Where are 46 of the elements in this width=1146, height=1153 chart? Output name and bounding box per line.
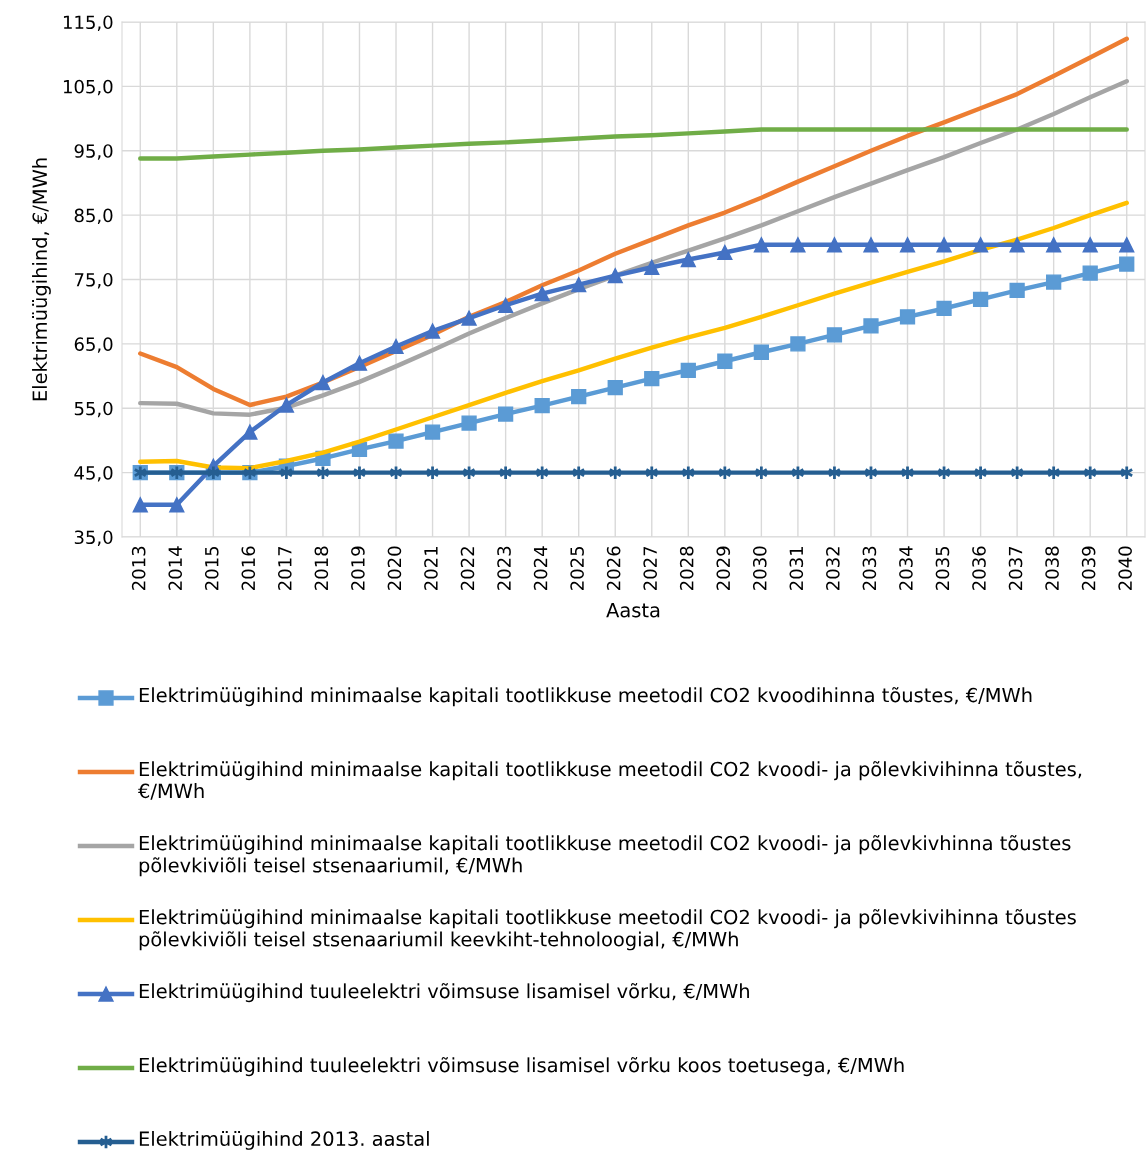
- y-tick-label: 55,0: [74, 401, 113, 418]
- y-tick-label: 105,0: [63, 79, 113, 96]
- y-tick-label: 75,0: [74, 272, 113, 289]
- x-tick-label: 2040: [1118, 546, 1132, 590]
- x-tick-label: 2038: [1045, 546, 1059, 590]
- y-tick-label: 115,0: [63, 15, 113, 31]
- y-tick-label: 35,0: [74, 530, 113, 546]
- x-tick-label: 2028: [679, 546, 694, 590]
- x-tick-label: 2019: [351, 546, 365, 590]
- x-tick-label: 2020: [387, 546, 402, 590]
- y-tick-label: 65,0: [74, 337, 113, 353]
- x-tick-label: 2031: [789, 547, 804, 590]
- x-tick-label: 2035: [935, 546, 950, 590]
- x-tick-label: 2022: [460, 547, 475, 590]
- x-tick-label: 2027: [643, 546, 658, 590]
- x-tick-label: 2032: [826, 547, 840, 590]
- x-tick-label: 2018: [314, 546, 329, 590]
- x-axis-title: Aasta: [606, 602, 660, 618]
- x-tick-label: 2023: [497, 546, 511, 590]
- x-tick-label: 2013: [131, 546, 146, 590]
- legend-label: Elektrimüügihind tuuleelektri võimsuse lisamisel võrku, €/MWh: [139, 983, 749, 1003]
- x-tick-label: 2033: [862, 546, 877, 590]
- x-tick-label: 2015: [204, 546, 219, 590]
- legend-label: Elektrimüügihind minimaalse kapitali tootlikkuse meetodil CO2 kvoodi- ja põlevkivhinna tõustes põlevkiviõli teisel stsenaariumil, €/MWh: [139, 835, 1071, 877]
- legend-label: Elektrimüügihind tuuleelektri võimsuse lisamisel võrku koos toetusega, €/MWh: [139, 1057, 904, 1077]
- legend-label: Elektrimüügihind minimaalse kapitali tootlikkuse meetodil CO2 kvoodihinna tõustes, €/MWh: [139, 687, 1032, 707]
- y-tick-label: 85,0: [74, 208, 113, 225]
- x-tick-label: 2039: [1081, 546, 1096, 590]
- x-tick-label: 2017: [277, 546, 292, 590]
- x-tick-label: 2030: [752, 546, 767, 590]
- y-tick-label: 95,0: [74, 144, 113, 160]
- x-tick-label: 2016: [241, 546, 256, 590]
- x-tick-label: 2037: [1008, 546, 1023, 590]
- x-tick-label: 2021: [424, 547, 438, 590]
- legend-label: Elektrimüügihind minimaalse kapitali tootlikkuse meetodil CO2 kvoodi- ja põlevkivihinna tõustes, €/MWh: [138, 761, 1082, 800]
- x-tick-label: 2029: [716, 546, 731, 590]
- x-tick-label: 2034: [899, 546, 913, 590]
- x-tick-label: 2025: [570, 546, 584, 590]
- x-tick-label: 2014: [168, 546, 183, 590]
- x-tick-label: 2026: [606, 546, 621, 590]
- y-tick-label: 45,0: [74, 466, 113, 482]
- legend-label: Elektrimüügihind 2013. aastal: [139, 1131, 429, 1150]
- y-axis-title: Elektrimüügihind, €/MWh: [32, 158, 51, 401]
- x-tick-label: 2024: [533, 546, 548, 590]
- x-tick-label: 2036: [972, 546, 986, 590]
- legend-label: Elektrimüügihind minimaalse kapitali tootlikkuse meetodil CO2 kvoodi- ja põlevkivihinna tõustes põlevkiviõli teisel stsenaariumil keevkiht-tehnoloogial, €/MWh: [139, 909, 1076, 951]
